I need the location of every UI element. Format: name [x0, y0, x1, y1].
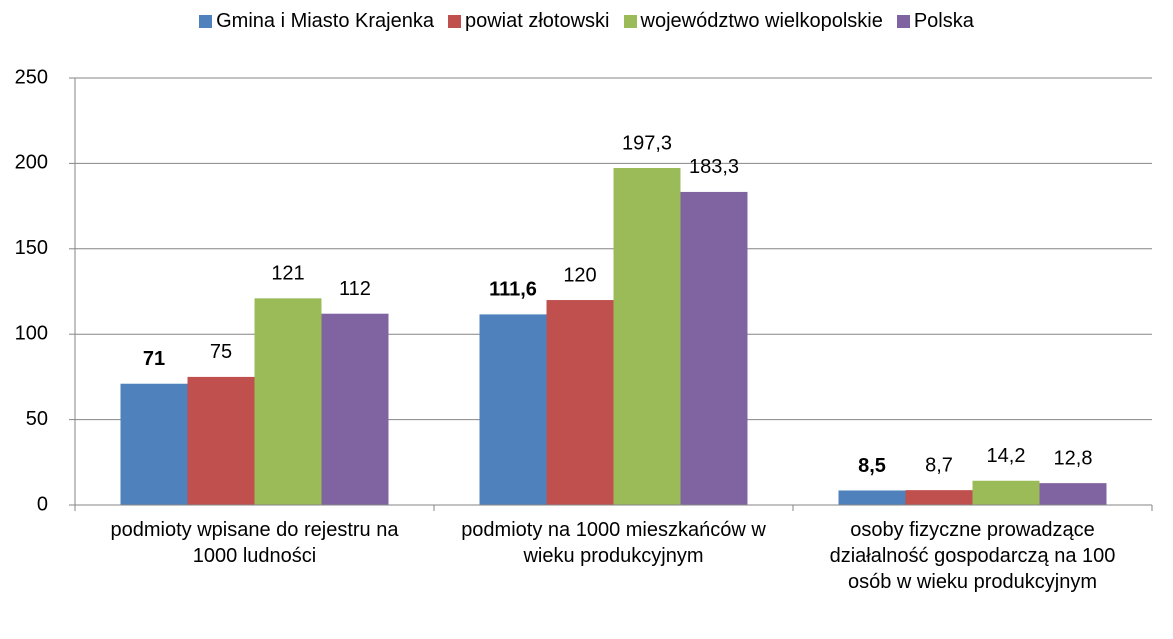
legend-item: powiat złotowski — [447, 10, 610, 33]
value-label: 197,3 — [622, 132, 672, 154]
value-label: 8,5 — [858, 455, 886, 477]
value-label: 112 — [339, 278, 371, 300]
legend-swatch — [199, 15, 213, 28]
legend-label: Polska — [913, 10, 974, 32]
bar — [905, 490, 973, 505]
x-tick-label: podmioty na 1000 mieszkańców w wieku pro… — [461, 519, 766, 567]
legend-label: powiat złotowski — [464, 10, 610, 32]
bar — [680, 191, 748, 506]
value-label: 8,7 — [925, 454, 953, 476]
value-label: 75 — [210, 341, 232, 363]
bar — [254, 298, 322, 505]
bar — [187, 376, 255, 505]
x-tick-label: podmioty wpisane do rejestru na 1000 lud… — [110, 519, 399, 567]
value-label: 14,2 — [987, 445, 1026, 467]
y-tick-label: 50 — [26, 408, 48, 430]
bar — [1039, 483, 1107, 505]
bar — [546, 300, 614, 505]
legend-swatch — [623, 15, 637, 28]
y-tick-label: 100 — [15, 322, 48, 344]
value-label: 71 — [143, 348, 165, 370]
y-tick-label: 250 — [15, 66, 48, 88]
legend-label: Gmina i Miasto Krajenka — [216, 10, 434, 32]
legend-swatch — [896, 15, 910, 28]
bar — [972, 480, 1040, 505]
legend: Gmina i Miasto Krajenka powiat złotowski w… — [0, 10, 1173, 33]
legend-label: województwo wielkopolskie — [640, 10, 883, 32]
legend-swatch — [447, 15, 461, 28]
y-tick-label: 200 — [15, 152, 48, 174]
value-label: 120 — [563, 264, 596, 286]
value-label: 121 — [271, 263, 304, 285]
value-label: 183,3 — [689, 156, 739, 178]
legend-item: Gmina i Miasto Krajenka — [199, 10, 434, 33]
value-label: 111,6 — [489, 279, 537, 301]
y-tick-label: 0 — [37, 493, 48, 515]
x-tick-label: osoby fizyczne prowadzące działalność go… — [829, 519, 1116, 593]
bar — [321, 313, 389, 505]
legend-item: województwo wielkopolskie — [623, 10, 883, 33]
legend-item: Polska — [896, 10, 974, 33]
bar — [120, 383, 188, 505]
bar — [479, 314, 547, 505]
y-tick-label: 150 — [15, 237, 48, 259]
bar — [838, 490, 906, 505]
value-label: 12,8 — [1054, 447, 1093, 469]
bar — [613, 168, 681, 505]
